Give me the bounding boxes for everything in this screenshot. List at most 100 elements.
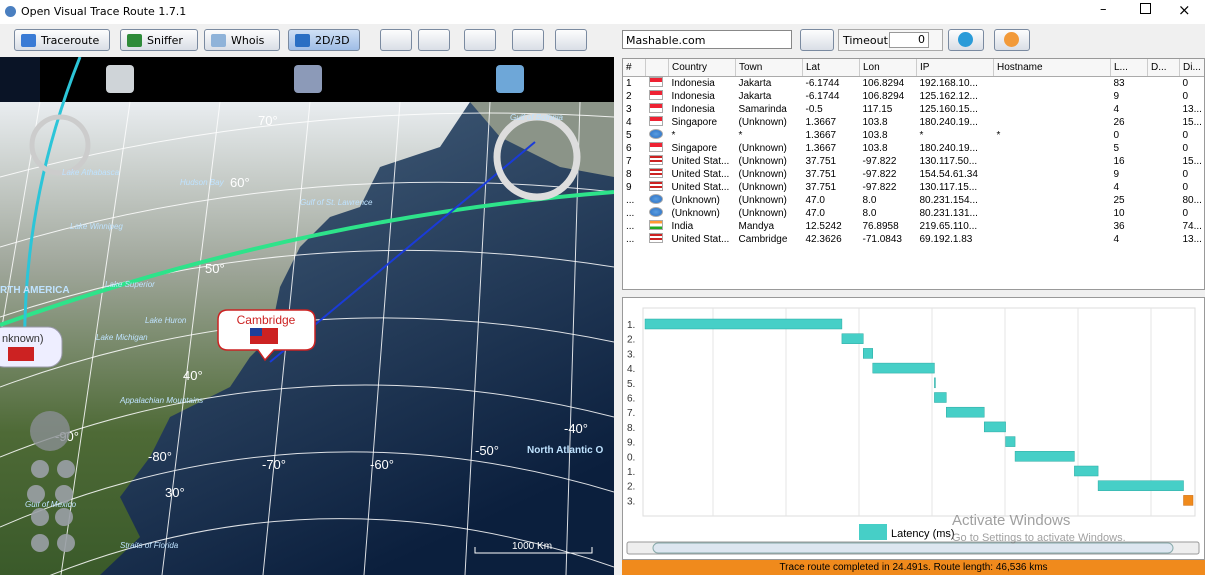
close[interactable]: × (1178, 1, 1191, 19)
column-header[interactable]: D... (1148, 59, 1180, 77)
column-header[interactable]: L... (1111, 59, 1148, 77)
table-cell: Cambridge (736, 233, 803, 246)
table-cell (646, 129, 669, 142)
layer-icon[interactable] (294, 65, 322, 93)
table-cell: ... (623, 220, 646, 233)
toolbar-button[interactable]: 2D/3D (288, 29, 360, 51)
grid-label: 50° (205, 261, 225, 276)
flag-icon (649, 233, 663, 243)
nav-control[interactable] (30, 411, 70, 451)
latency-bar (873, 363, 935, 373)
table-cell: 103.8 (860, 142, 917, 155)
nav-button[interactable] (55, 485, 73, 503)
flag-icon (649, 168, 663, 178)
scroll-thumb[interactable] (653, 543, 1173, 553)
tool-button[interactable] (380, 29, 412, 51)
table-cell (646, 220, 669, 233)
table-cell: (Unknown) (669, 194, 736, 207)
column-header[interactable]: Di... (1180, 59, 1205, 77)
nav-button[interactable] (31, 534, 49, 552)
nav-button[interactable] (55, 508, 73, 526)
place-label: Gulf of Bothnia (510, 113, 563, 122)
grid-label: -70° (262, 457, 286, 472)
table-cell: -97.822 (860, 181, 917, 194)
layer-icon[interactable] (496, 65, 524, 93)
column-header[interactable]: Lat (803, 59, 860, 77)
tool-button[interactable] (418, 29, 450, 51)
column-header[interactable] (646, 59, 669, 77)
table-cell (994, 103, 1111, 116)
minimize[interactable]: – (1100, 2, 1107, 17)
table-cell: 9 (1111, 90, 1148, 103)
table-cell: 6 (623, 142, 646, 155)
table-cell (646, 142, 669, 155)
grid-label: 60° (230, 175, 250, 190)
nav-button[interactable] (31, 460, 49, 478)
table-cell (994, 181, 1111, 194)
toolbar-button[interactable]: Sniffer (120, 29, 198, 51)
button-label: 2D/3D (315, 34, 350, 47)
lookup-button[interactable] (800, 29, 834, 51)
toolbar-button[interactable]: Traceroute (14, 29, 110, 51)
table-cell (1148, 103, 1180, 116)
column-header[interactable]: IP (917, 59, 994, 77)
column-header[interactable]: Hostname (994, 59, 1111, 77)
column-header[interactable]: Country (669, 59, 736, 77)
column-header[interactable]: # (623, 59, 646, 77)
stop-button[interactable] (994, 29, 1030, 51)
app-icon (5, 6, 16, 17)
table-cell (646, 168, 669, 181)
table-cell: 10 (1111, 207, 1148, 220)
table-cell: Jakarta (736, 90, 803, 103)
row-label: 1. (627, 467, 635, 478)
latency-bar (842, 334, 863, 344)
toolbar-button[interactable]: Whois (204, 29, 280, 51)
button-label: Traceroute (41, 34, 99, 47)
nav-button[interactable] (57, 534, 75, 552)
row-label: 6. (627, 394, 635, 405)
table-cell: 2 (623, 90, 646, 103)
info-button[interactable] (555, 29, 587, 51)
tool-button[interactable] (512, 29, 544, 51)
timeout-box: Timeout 0 (838, 29, 943, 51)
table-cell: 0 (1180, 142, 1205, 155)
maximize[interactable] (1140, 3, 1151, 14)
table-cell (646, 233, 669, 246)
watermark-title: Activate Windows (952, 512, 1070, 529)
table-cell: 5 (623, 129, 646, 142)
tool-button[interactable] (464, 29, 496, 51)
timeout-input[interactable]: 0 (889, 32, 929, 48)
host-input[interactable]: Mashable.com (622, 30, 792, 49)
latency-bar (934, 393, 946, 403)
latency-bar (1098, 481, 1183, 491)
layer-icon[interactable] (106, 65, 134, 93)
table-cell: 83 (1111, 77, 1148, 91)
place-label: Straits of Florida (120, 541, 179, 550)
title-bar: Open Visual Trace Route 1.7.1 – × (0, 0, 1205, 24)
nav-button[interactable] (27, 485, 45, 503)
table-cell: 103.8 (860, 116, 917, 129)
table-cell (994, 116, 1111, 129)
column-header[interactable]: Town (736, 59, 803, 77)
table-cell: * (994, 129, 1111, 142)
table-cell: (Unknown) (669, 207, 736, 220)
table-cell: 3 (623, 103, 646, 116)
nav-button[interactable] (31, 508, 49, 526)
start-button[interactable] (948, 29, 984, 51)
column-header[interactable]: Lon (860, 59, 917, 77)
nav-button[interactable] (57, 460, 75, 478)
